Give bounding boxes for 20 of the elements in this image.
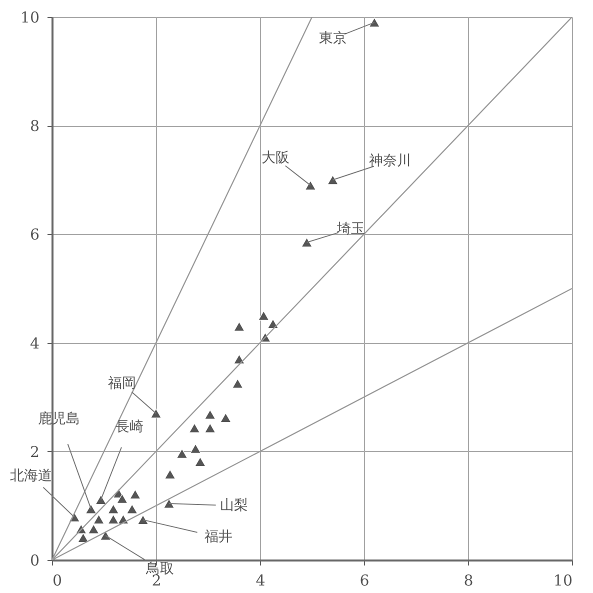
y-tick-label: 0 [30, 552, 40, 570]
x-tick-label: 8 [464, 572, 474, 590]
x-tick-label: 4 [256, 572, 266, 590]
annotation: 神奈川 [369, 152, 411, 169]
annotation: 埼玉 [336, 220, 365, 237]
y-tick-label: 10 [20, 8, 40, 26]
x-tick-label: 6 [360, 572, 370, 590]
annotation: 福岡 [108, 376, 136, 392]
annotation: 東京 [318, 30, 347, 47]
annotation: 大阪 [262, 150, 290, 166]
y-tick-label: 4 [30, 334, 40, 352]
y-tick-label: 8 [30, 117, 40, 136]
x-tick-label: 0 [52, 572, 62, 590]
y-tick-label: 2 [30, 442, 40, 461]
x-tick-label: 10 [553, 572, 572, 590]
annotation: 長崎 [115, 418, 144, 435]
annotation: 福井 [204, 529, 232, 546]
y-tick-label: 6 [30, 226, 40, 244]
annotation: 北海道 [10, 468, 52, 484]
annotation: 山梨 [220, 498, 248, 514]
